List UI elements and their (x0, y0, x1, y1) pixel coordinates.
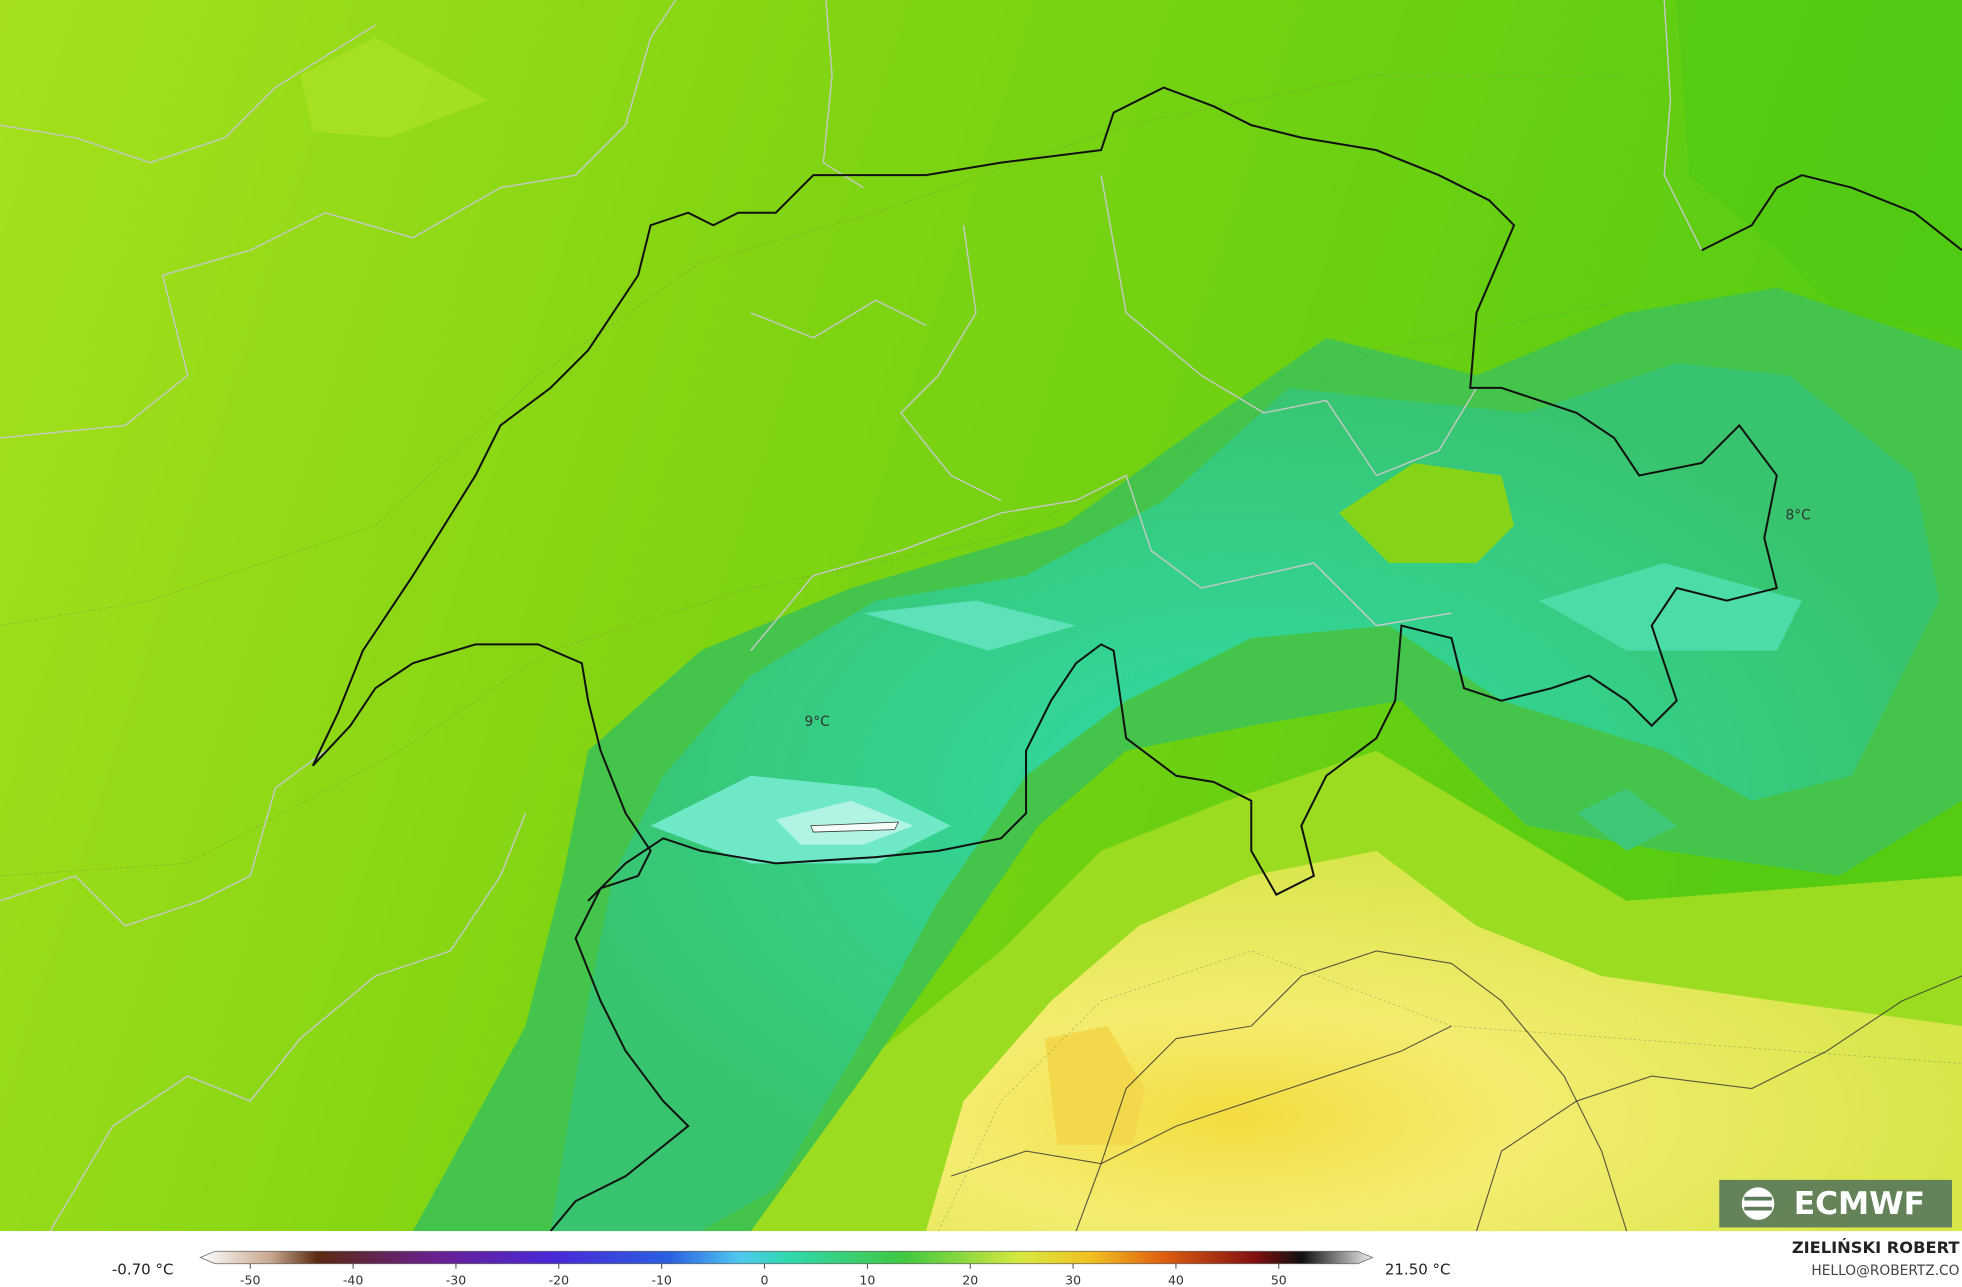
colorbar-tick-label: -50 (240, 1273, 260, 1287)
colorbar-tick-label: -40 (343, 1273, 363, 1287)
colorbar-tick-label: -10 (651, 1273, 671, 1287)
colorbar-max-label: 21.50 °C (1385, 1260, 1451, 1278)
contact: HELLO@ROBERTZ.CO (1811, 1263, 1959, 1279)
map: 9°C 8°C ECMWF (0, 0, 1962, 1232)
colorbar-tick-label: 40 (1168, 1273, 1184, 1287)
colorbar-ticks: -50 -40 -30 -20 -10 0 10 20 30 40 50 (240, 1263, 1287, 1287)
colorbar-tick-label: 20 (962, 1273, 978, 1287)
author: ZIELIŃSKI ROBERT (1792, 1238, 1960, 1257)
temp-label: 8°C (1785, 508, 1810, 524)
colorbar-tick-label: 50 (1271, 1273, 1287, 1287)
colorbar-tick-label: -20 (549, 1273, 569, 1287)
colorbar-tick-label: 10 (859, 1273, 875, 1287)
colorbar-tick-label: 30 (1065, 1273, 1081, 1287)
temp-label: 9°C (804, 714, 829, 730)
colorbar-min-label: -0.70 °C (112, 1260, 174, 1278)
colorbar-tick-label: -30 (446, 1273, 466, 1287)
logo-text: ECMWF (1794, 1186, 1925, 1222)
colorbar-tick-label: 0 (761, 1273, 769, 1287)
colorbar (199, 1250, 1374, 1265)
